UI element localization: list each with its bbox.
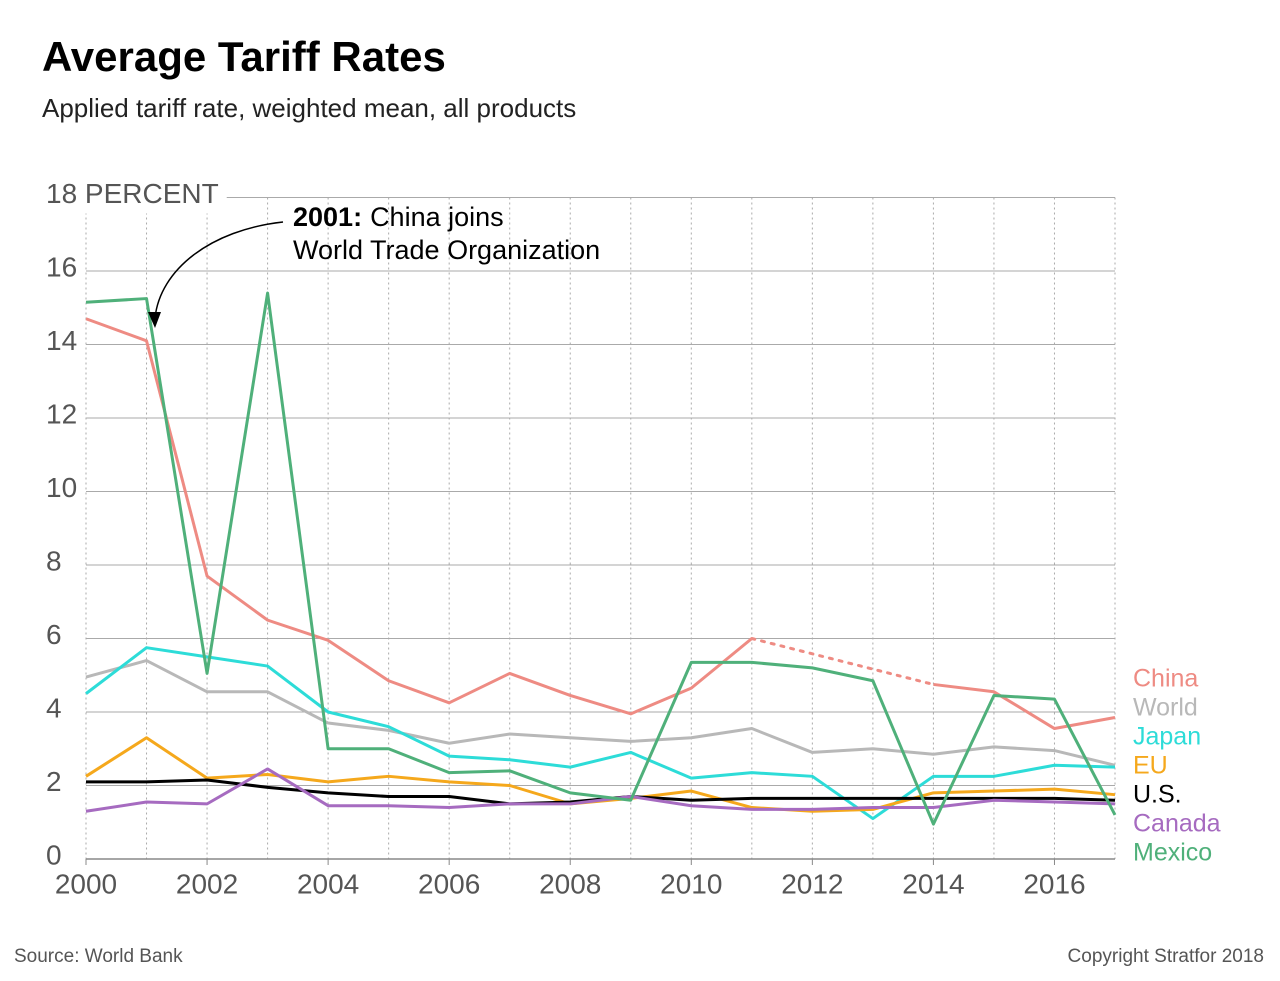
legend-label: World bbox=[1133, 694, 1198, 722]
tick-label-bg bbox=[40, 328, 86, 361]
tick-label-bg bbox=[40, 622, 70, 655]
legend-label: Canada bbox=[1133, 810, 1221, 838]
series-line bbox=[85, 646, 1116, 821]
source: Source: World Bank bbox=[14, 946, 183, 967]
gap-connector bbox=[750, 637, 935, 686]
y-tick-label: 4 bbox=[46, 692, 62, 723]
series-line bbox=[85, 659, 1116, 767]
series-line bbox=[85, 317, 1116, 731]
legend-label: EU bbox=[1133, 752, 1168, 780]
y-tick-label: 18 PERCENT bbox=[46, 178, 219, 209]
x-tick-label: 2014 bbox=[902, 868, 964, 899]
x-tick-label: 2016 bbox=[1023, 868, 1085, 899]
chart-subtitle: Applied tariff rate, weighted mean, all … bbox=[42, 93, 576, 123]
tick-label-bg bbox=[40, 843, 70, 875]
y-tick-label: 2 bbox=[46, 766, 62, 797]
legend-label: U.S. bbox=[1133, 781, 1182, 809]
x-tick-label: 2012 bbox=[781, 868, 843, 899]
x-tick-label: 2002 bbox=[176, 868, 238, 899]
series-line bbox=[85, 767, 1116, 813]
annotation-text: World Trade Organization bbox=[293, 235, 600, 265]
series-line bbox=[85, 291, 1117, 826]
legend-label: Japan bbox=[1133, 723, 1201, 751]
annotation-text: China joins bbox=[370, 202, 504, 232]
y-tick-label: 0 bbox=[46, 839, 62, 870]
annotation: 2001: China joins bbox=[293, 202, 504, 232]
y-tick-label: 16 bbox=[46, 251, 77, 282]
x-tick-label: 2000 bbox=[55, 868, 117, 899]
tick-label-bg bbox=[40, 769, 70, 802]
annotation-label: 2001: bbox=[293, 202, 362, 232]
legend-label: Mexico bbox=[1133, 839, 1212, 867]
y-tick-label: 6 bbox=[46, 619, 62, 650]
y-tick-label: 10 bbox=[46, 472, 77, 503]
tick-label-bg bbox=[40, 402, 86, 434]
chart-title: Average Tariff Rates bbox=[42, 33, 446, 80]
x-tick-label: 2004 bbox=[297, 868, 359, 899]
legend-label: China bbox=[1133, 665, 1198, 693]
tick-label-bg bbox=[40, 475, 86, 508]
x-tick-label: 2008 bbox=[539, 868, 601, 899]
y-tick-label: 14 bbox=[46, 325, 77, 356]
x-tick-label: 2006 bbox=[418, 868, 480, 899]
annotation-arrowhead bbox=[148, 312, 161, 328]
tick-label-bg bbox=[40, 696, 70, 728]
y-tick-label: 12 bbox=[46, 398, 77, 429]
tick-label-bg bbox=[40, 181, 227, 214]
tick-label-bg bbox=[40, 549, 70, 581]
y-tick-label: 8 bbox=[46, 545, 62, 576]
tick-label-bg bbox=[40, 255, 86, 287]
x-tick-label: 2010 bbox=[660, 868, 722, 899]
annotation-arrow bbox=[154, 221, 284, 319]
copyright: Copyright Stratfor 2018 bbox=[1068, 946, 1264, 967]
